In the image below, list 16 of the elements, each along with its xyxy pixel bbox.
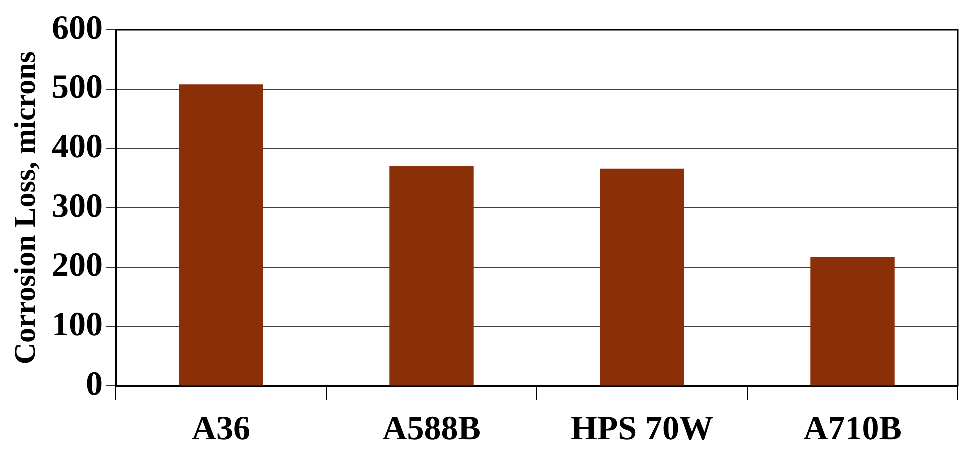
- bar: [179, 84, 264, 386]
- y-tick-label: 200: [52, 247, 103, 284]
- bar: [810, 257, 895, 386]
- y-tick-label: 600: [52, 10, 103, 47]
- y-tick-label: 300: [52, 188, 103, 225]
- y-axis-title: Corrosion Loss, microns: [8, 52, 42, 365]
- x-tick-label: HPS 70W: [570, 410, 714, 448]
- y-tick-label: 500: [52, 69, 103, 106]
- y-tick-label: 400: [52, 128, 103, 166]
- x-tick-label: A588B: [382, 410, 481, 448]
- bar: [600, 168, 684, 386]
- x-tick-label: A36: [192, 410, 251, 448]
- y-tick-label: 0: [86, 366, 103, 403]
- x-tick-label: A710B: [804, 410, 902, 448]
- bar: [390, 166, 474, 386]
- y-tick-label: 100: [52, 306, 103, 344]
